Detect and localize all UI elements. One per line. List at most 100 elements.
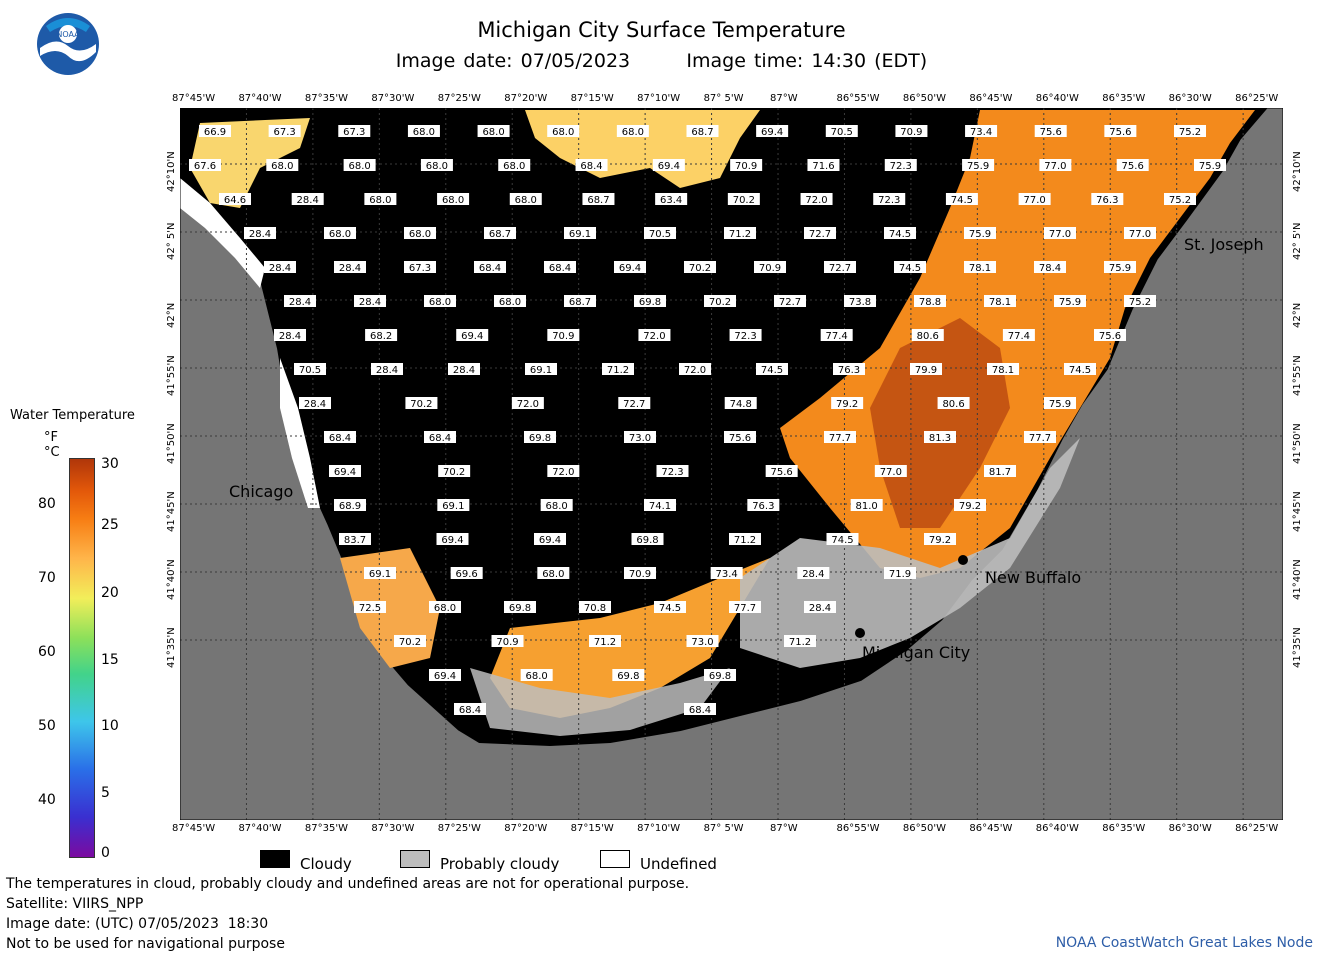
temperature-label-bg — [405, 397, 438, 409]
temperature-label-bg — [727, 193, 760, 205]
temperature-value: 71.6 — [812, 161, 834, 172]
temperature-label-bg — [686, 125, 719, 137]
temperature-label-bg — [354, 601, 386, 613]
temperature-label-bg — [710, 567, 743, 579]
celsius-tick: 0 — [101, 845, 110, 861]
temperature-value: 75.6 — [1122, 161, 1144, 172]
temperature-label-bg — [965, 125, 998, 137]
longitude-label: 86°40'W — [1035, 93, 1079, 104]
temperature-label-bg — [1124, 295, 1156, 307]
cloudy-label: Cloudy — [300, 855, 352, 873]
temperature-label-bg — [774, 295, 806, 307]
temperature-colorbar — [69, 458, 95, 858]
temperature-label-bg — [1174, 125, 1206, 137]
longitude-label: 87°25'W — [437, 823, 481, 834]
temperature-value: 71.2 — [734, 535, 756, 546]
legend-title: Water Temperature — [10, 408, 135, 423]
temperature-label-bg — [914, 295, 946, 307]
image-datetime: Image date: 07/05/2023 Image time: 14:30… — [0, 50, 1323, 72]
temperature-value: 75.9 — [1109, 263, 1131, 274]
temperature-value: 70.2 — [709, 297, 731, 308]
temperature-label-bg — [644, 499, 676, 511]
temperature-label-bg — [437, 499, 470, 511]
temperature-value: 71.2 — [789, 637, 811, 648]
temperature-value: 28.4 — [809, 603, 831, 614]
temperature-value: 68.0 — [329, 229, 351, 240]
temperature-value: 72.0 — [805, 195, 827, 206]
longitude-label: 86°50'W — [902, 823, 946, 834]
temperature-label-bg — [394, 635, 426, 647]
celsius-tick: 5 — [101, 785, 110, 801]
temperature-value: 80.6 — [917, 331, 939, 342]
temperature-label-bg — [477, 125, 510, 137]
temperature-label-bg — [338, 125, 371, 137]
longitude-label: 86°30'W — [1168, 823, 1212, 834]
temperature-value: 70.5 — [299, 365, 321, 376]
place-chicago: Chicago — [229, 482, 294, 501]
latitude-label: 41°50'N — [166, 423, 177, 464]
footer-navigation-warning: Not to be used for navigational purpose — [6, 936, 285, 952]
temperature-value: 69.1 — [530, 365, 552, 376]
temperature-label-bg — [824, 431, 856, 443]
northwest-yellow-patch — [190, 118, 310, 208]
probably-cloudy-south — [470, 668, 730, 736]
temperature-value: 79.2 — [959, 501, 981, 512]
temperature-value: 67.3 — [274, 127, 296, 138]
image-date: Image date: 07/05/2023 — [395, 50, 631, 72]
temperature-label-bg — [199, 125, 231, 137]
temperature-label-bg — [1018, 193, 1051, 205]
temperature-value: 77.0 — [1049, 229, 1071, 240]
undefined-shore-fringe — [280, 358, 320, 508]
temperature-value: 73.4 — [716, 569, 738, 580]
fahrenheit-tick: 60 — [38, 644, 56, 660]
temperature-label-bg — [616, 125, 649, 137]
temperature-label-bg — [429, 601, 461, 613]
temperature-label-bg — [274, 329, 306, 341]
temperature-value: 75.2 — [1179, 127, 1201, 138]
temperature-value: 72.3 — [661, 467, 683, 478]
temperature-label-bg — [684, 261, 716, 273]
temperature-value: 76.3 — [1096, 195, 1118, 206]
temperature-label-bg — [638, 329, 671, 341]
longitude-label: 87°40'W — [238, 823, 282, 834]
temperature-label-bg — [364, 567, 396, 579]
temperature-label-bg — [724, 397, 757, 409]
temperature-value: 83.7 — [344, 535, 366, 546]
longitude-label: 87°30'W — [371, 93, 415, 104]
temperature-value: 71.9 — [889, 569, 911, 580]
temperature-value: 68.7 — [691, 127, 713, 138]
temperature-value: 70.5 — [831, 127, 853, 138]
temperature-value: 75.6 — [1040, 127, 1062, 138]
temperature-value: 63.4 — [660, 195, 682, 206]
temperature-label-bg — [624, 567, 656, 579]
temperature-label-bg — [652, 159, 685, 171]
temperature-label-bg — [624, 431, 656, 443]
noaa-logo: NOAA — [37, 13, 99, 75]
temperature-label-bg — [987, 363, 1019, 375]
temperature-label-bg — [656, 465, 689, 477]
temperature-label-bg — [429, 669, 461, 681]
temperature-label-bg — [631, 533, 664, 545]
temperature-label-bg — [910, 363, 942, 375]
longitude-label: 86°50'W — [902, 93, 946, 104]
temperature-label-bg — [537, 567, 570, 579]
temperature-value: 69.4 — [434, 671, 456, 682]
footer-utc-date: Image date: (UTC) 07/05/2023 18:30 — [6, 916, 269, 932]
temperature-value: 81.3 — [929, 433, 951, 444]
temperature-label-bg — [575, 159, 608, 171]
svg-text:NOAA: NOAA — [56, 30, 80, 39]
temperature-label-bg — [324, 431, 356, 443]
map-title: Michigan City Surface Temperature — [477, 18, 846, 42]
fahrenheit-tick: 40 — [38, 792, 56, 808]
temperature-label-bg — [1091, 193, 1124, 205]
temperature-label-bg — [1034, 125, 1067, 137]
temperature-label-bg — [820, 329, 853, 341]
temperature-value: 68.0 — [271, 161, 293, 172]
temperature-label-bg — [424, 295, 456, 307]
temperature-label-bg — [911, 329, 944, 341]
temperature-value: 70.2 — [689, 263, 711, 274]
temperature-label-bg — [756, 125, 789, 137]
temperature-value: 68.7 — [587, 195, 609, 206]
temperature-label-bg — [564, 295, 596, 307]
temperature-value: 69.8 — [709, 671, 731, 682]
